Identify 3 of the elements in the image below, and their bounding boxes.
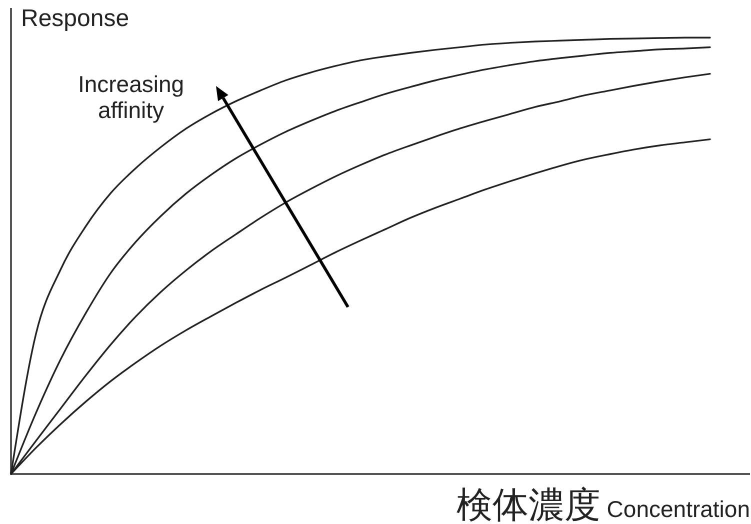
ylabel: Response	[21, 5, 130, 32]
annotation: Increasing affinity	[78, 71, 184, 123]
xlabel: 検体濃度 Concentration	[456, 484, 750, 524]
